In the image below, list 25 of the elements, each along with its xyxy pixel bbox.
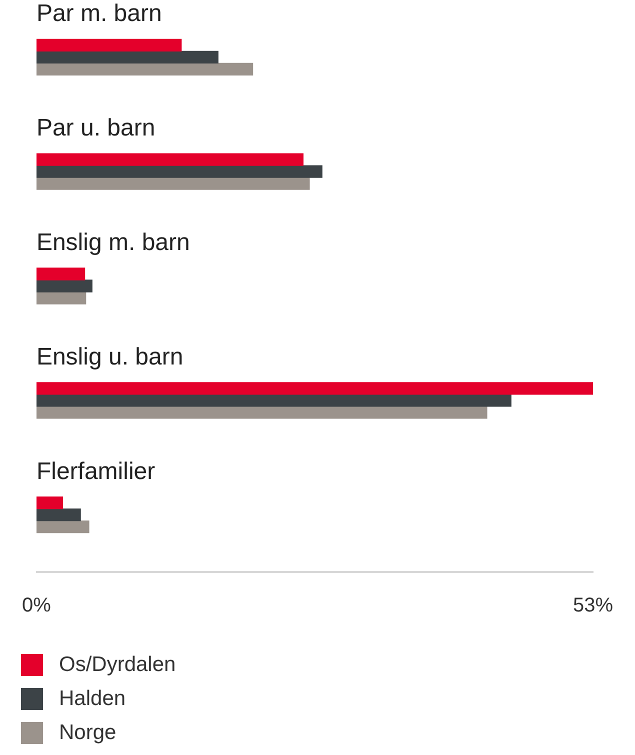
bar — [36, 38, 182, 52]
y-tick-label: Enslig m. barn — [36, 229, 190, 256]
bar — [36, 394, 512, 407]
bar — [36, 508, 81, 522]
bar — [36, 520, 90, 534]
bar — [36, 268, 86, 280]
bar — [36, 153, 304, 166]
bar — [36, 280, 92, 292]
bar — [36, 62, 254, 76]
y-tick-label: Par u. barn — [36, 114, 156, 142]
bar — [36, 292, 86, 304]
bar — [36, 50, 218, 64]
x-tick-label: 0% — [22, 594, 52, 617]
bar — [36, 406, 488, 419]
y-tick-label: Par m. barn — [36, 0, 162, 28]
legend-label: Os/Dyrdalen — [59, 653, 176, 677]
x-tick-label: 53% — [572, 594, 614, 617]
bar — [36, 165, 322, 178]
legend-label: Halden — [59, 687, 126, 711]
bar — [36, 496, 64, 510]
bar — [36, 177, 310, 190]
y-tick-label: Enslig u. barn — [36, 343, 184, 370]
bar — [36, 382, 593, 395]
legend-label: Norge — [59, 721, 116, 745]
y-tick-label: Flerfamilier — [36, 458, 156, 485]
